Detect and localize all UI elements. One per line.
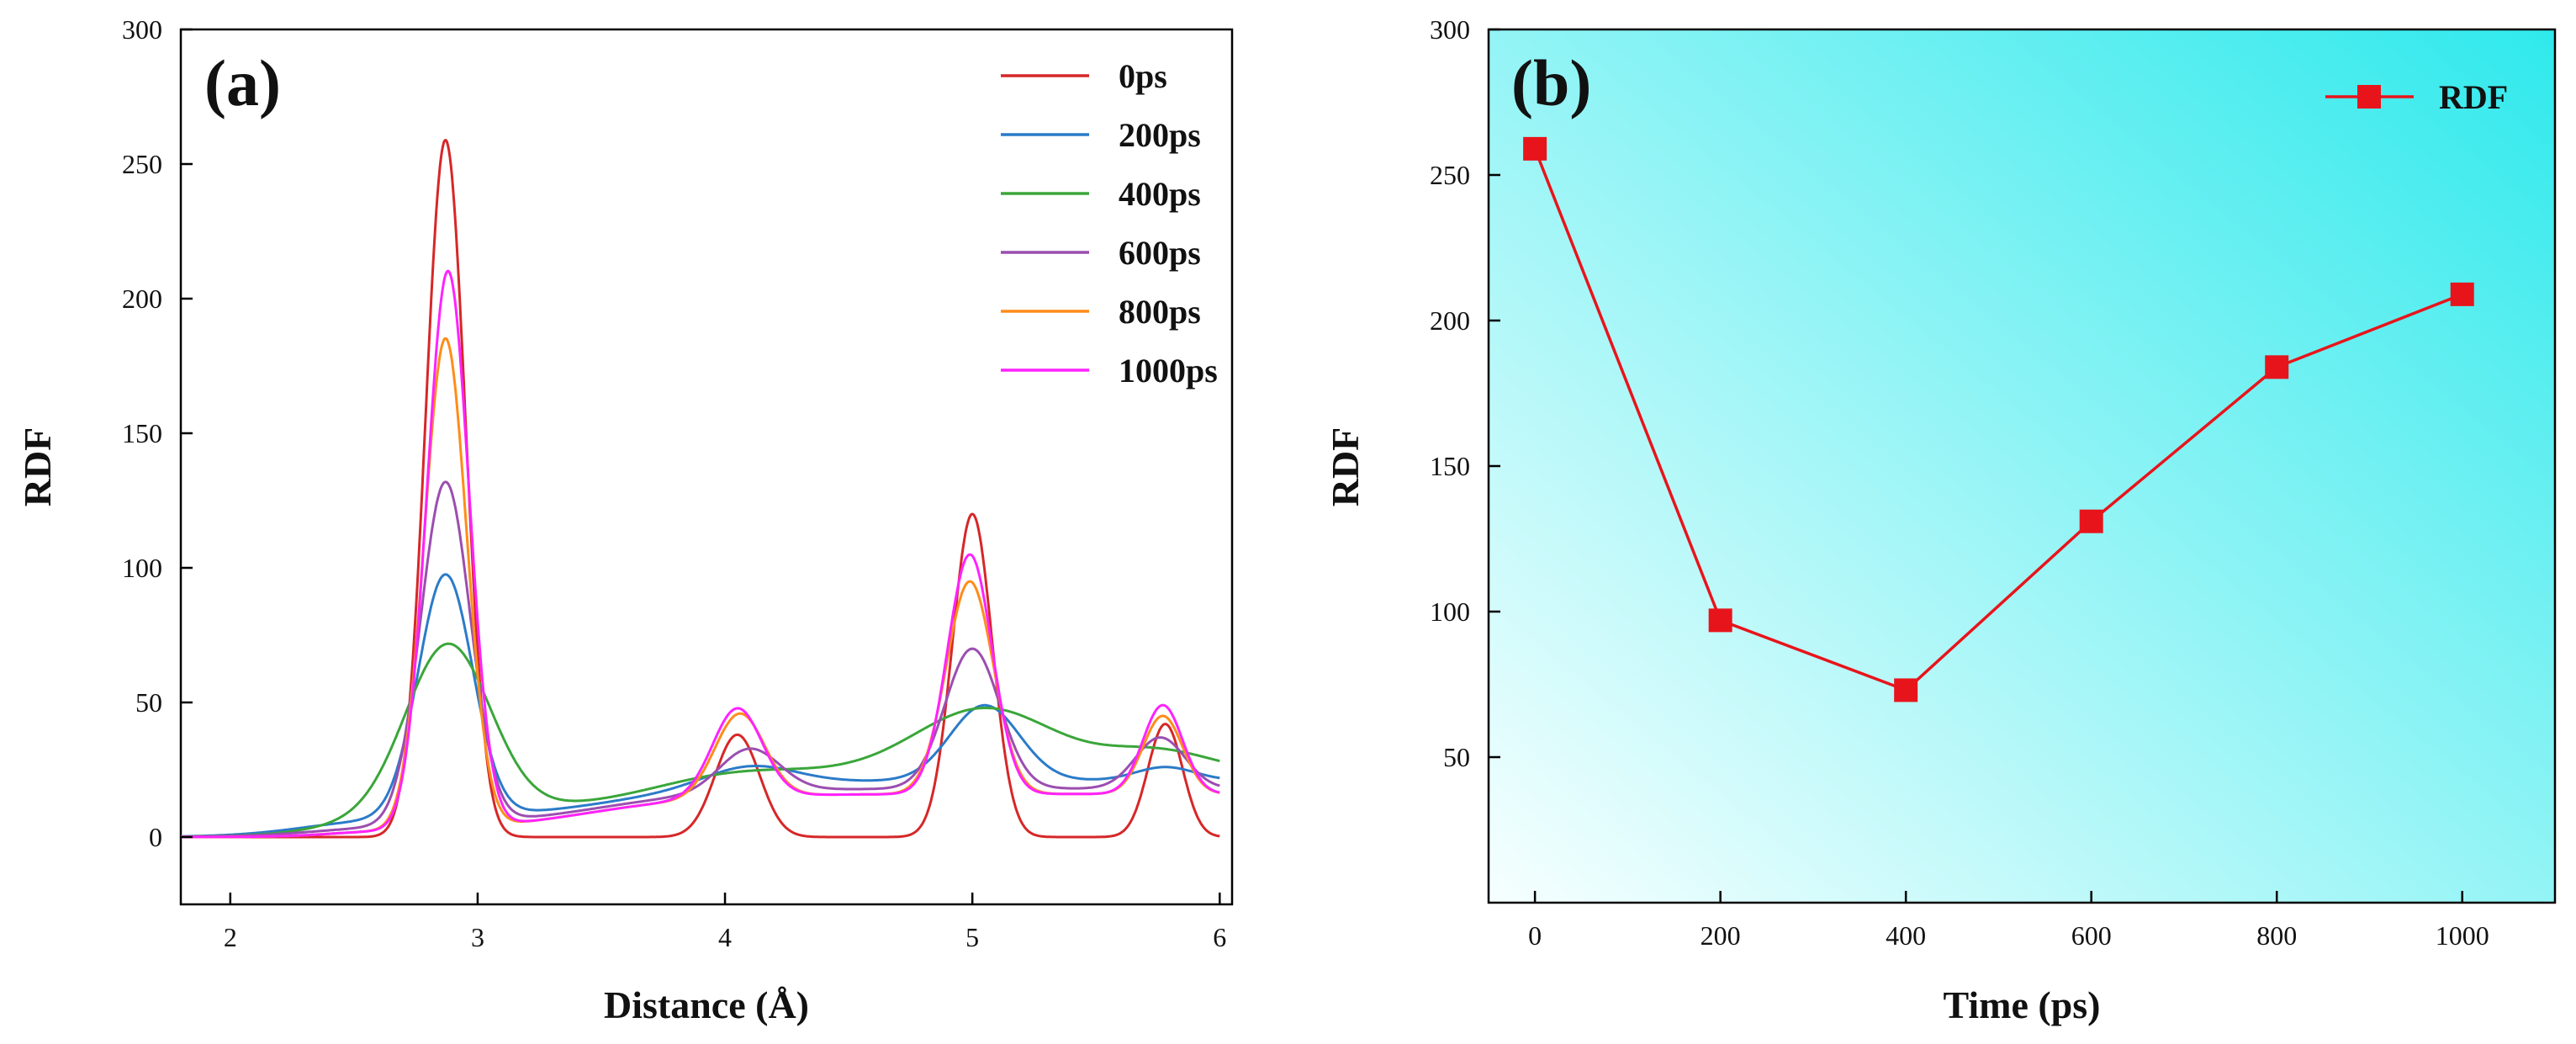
panel-b-y-tick-label: 150 bbox=[1430, 451, 1470, 481]
panel-b-label: (b) bbox=[1511, 46, 1591, 119]
panel-b-rdf-vs-time: 0 200 400 600 800 1000 50 100 150 200 250 300 (b) T… bbox=[1324, 14, 2557, 1026]
panel-b-point-marker bbox=[1894, 678, 1918, 702]
panel-b-y-tick-label: 200 bbox=[1430, 305, 1470, 336]
panel-b-y-axis-title: RDF bbox=[1324, 427, 1367, 507]
panel-a-x-tick-label: 6 bbox=[1213, 922, 1226, 952]
panel-a-axis-ticks: 2 3 4 5 6 0 50 100 150 200 250 300 bbox=[122, 14, 1226, 952]
panel-a-legend-label: 400ps bbox=[1119, 175, 1201, 213]
panel-b-legend-label: RDF bbox=[2439, 78, 2508, 116]
panel-a-y-tick-label: 250 bbox=[122, 149, 162, 179]
panel-b-x-tick-label: 1000 bbox=[2436, 920, 2489, 951]
panel-b-x-tick-label: 800 bbox=[2256, 920, 2297, 951]
panel-b-point-marker bbox=[2450, 282, 2474, 306]
panel-b-x-tick-label: 200 bbox=[1701, 920, 1741, 951]
panel-a-series-line-200ps bbox=[180, 573, 1220, 838]
panel-a-y-tick-label: 200 bbox=[122, 284, 162, 314]
panel-a-y-tick-label: 100 bbox=[122, 553, 162, 583]
panel-a-plot-area bbox=[179, 28, 1234, 906]
panel-a-y-tick-label: 300 bbox=[122, 14, 162, 45]
panel-b-x-tick-label: 600 bbox=[2071, 920, 2112, 951]
panel-a-x-tick-label: 4 bbox=[718, 922, 732, 952]
panel-a-legend-label: 1000ps bbox=[1119, 352, 1218, 390]
panel-a-legend-label: 800ps bbox=[1119, 293, 1201, 331]
panel-b-series-group bbox=[1523, 136, 2474, 702]
panel-b-point-marker bbox=[2265, 355, 2289, 379]
panel-a-x-tick-label: 3 bbox=[471, 922, 484, 952]
panel-a-x-tick-label: 2 bbox=[224, 922, 237, 952]
panel-b-x-tick-label: 400 bbox=[1886, 920, 1926, 951]
panel-a-y-tick-label: 150 bbox=[122, 418, 162, 448]
panel-a-label: (a) bbox=[204, 46, 281, 119]
panel-a-y-axis-title: RDF bbox=[16, 427, 59, 507]
panel-a-legend: 0ps 200ps 400ps 600ps 800ps 1000ps bbox=[1001, 57, 1218, 390]
panel-b-x-axis-title: Time (ps) bbox=[1944, 983, 2101, 1026]
panel-b-point-marker bbox=[1523, 136, 1547, 161]
panel-a-rdf-vs-distance: 2 3 4 5 6 0 50 100 150 200 250 300 (a) Distance (Å)… bbox=[16, 14, 1234, 1026]
panel-a-legend-label: 0ps bbox=[1119, 57, 1167, 95]
panel-b-y-tick-label: 50 bbox=[1443, 742, 1470, 772]
panel-b-y-tick-label: 300 bbox=[1430, 14, 1470, 45]
panel-a-x-tick-label: 5 bbox=[965, 922, 979, 952]
panel-a-series-line-0ps bbox=[180, 139, 1220, 839]
panel-a-x-axis-title: Distance (Å) bbox=[604, 983, 809, 1026]
panel-a-y-tick-label: 50 bbox=[135, 687, 162, 718]
panel-b-y-tick-label: 100 bbox=[1430, 596, 1470, 627]
panel-b-legend: RDF bbox=[2325, 78, 2508, 116]
panel-a-y-tick-label: 0 bbox=[149, 822, 162, 852]
panel-b-series-line bbox=[1533, 148, 2463, 692]
panel-b-axis-ticks: 0 200 400 600 800 1000 50 100 150 200 250 300 bbox=[1430, 14, 2489, 951]
panel-b-x-tick-label: 0 bbox=[1528, 920, 1542, 951]
panel-b-y-tick-label: 250 bbox=[1430, 160, 1470, 190]
panel-b-point-marker bbox=[1708, 608, 1732, 633]
panel-b-plot-area bbox=[1487, 28, 2557, 904]
panel-a-series-group bbox=[180, 139, 1220, 839]
panel-a-legend-label: 200ps bbox=[1119, 116, 1201, 154]
panel-a-legend-label: 600ps bbox=[1119, 234, 1201, 272]
panel-a-series-line-600ps bbox=[180, 480, 1220, 839]
panel-b-legend-swatch-marker bbox=[2357, 85, 2381, 109]
panel-b-point-marker bbox=[2079, 509, 2103, 533]
panel-a-series-line-1000ps bbox=[180, 269, 1220, 839]
